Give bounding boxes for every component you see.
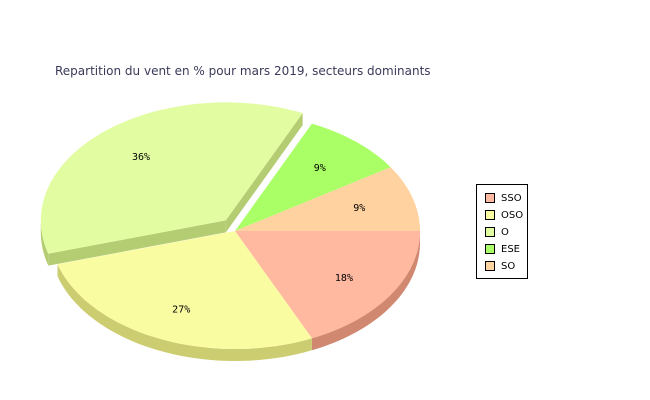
slice-SO bbox=[235, 167, 420, 231]
legend-swatch bbox=[485, 210, 495, 220]
data-label-OSO: 27% bbox=[172, 304, 190, 315]
slice-O bbox=[40, 102, 303, 254]
legend-item-O: O bbox=[485, 225, 509, 239]
legend-item-ESE: ESE bbox=[485, 242, 520, 256]
legend-item-OSO: OSO bbox=[485, 208, 523, 222]
legend-swatch bbox=[485, 227, 495, 237]
slice-side-SSO bbox=[311, 231, 420, 351]
data-label-SSO: 18% bbox=[335, 273, 353, 284]
legend-item-SO: SO bbox=[485, 259, 515, 273]
legend-item-SSO: SSO bbox=[485, 191, 522, 205]
slice-side-O bbox=[40, 220, 49, 266]
legend: SSO OSO O ESE SO bbox=[476, 184, 528, 279]
data-label-ESE: 9% bbox=[314, 163, 326, 174]
slice-edge-O bbox=[225, 113, 303, 233]
legend-label: SO bbox=[501, 260, 516, 272]
legend-label: ESE bbox=[501, 243, 520, 255]
slice-edge2-O bbox=[48, 220, 226, 266]
legend-swatch bbox=[485, 244, 495, 254]
legend-swatch bbox=[485, 193, 495, 203]
slice-ESE bbox=[235, 123, 391, 231]
legend-label: SSO bbox=[501, 192, 522, 204]
legend-label: OSO bbox=[501, 209, 524, 221]
slice-side-OSO bbox=[57, 264, 312, 361]
legend-label: O bbox=[501, 226, 509, 238]
chart-title: Repartition du vent en % pour mars 2019,… bbox=[55, 64, 431, 78]
slice-OSO bbox=[57, 231, 312, 349]
data-label-SO: 9% bbox=[353, 203, 365, 214]
data-label-O: 36% bbox=[132, 152, 150, 163]
slice-SSO bbox=[235, 231, 420, 339]
legend-swatch bbox=[485, 261, 495, 271]
